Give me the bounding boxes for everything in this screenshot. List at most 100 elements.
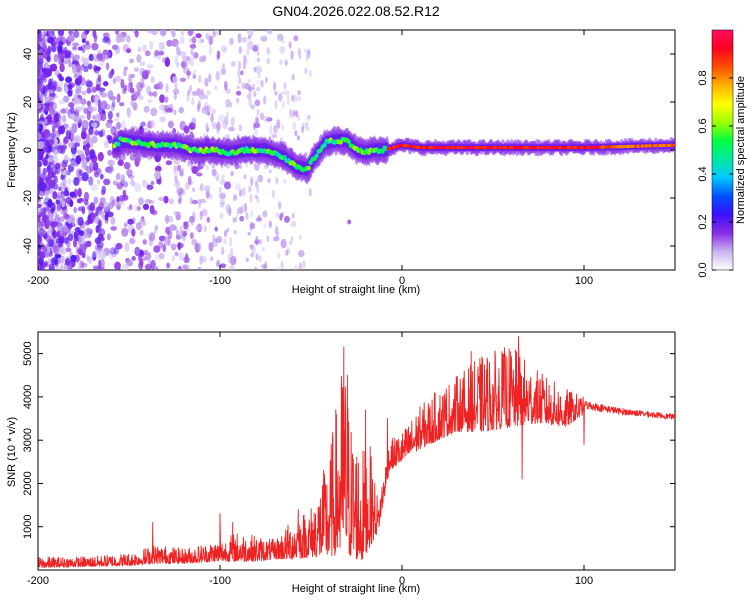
spectrogram-noise-cell — [62, 225, 68, 232]
colorbar-ticks: 0.0 0.2 0.4 0.6 0.8 — [697, 70, 733, 278]
spectrogram-noise-cell — [247, 35, 251, 40]
spectrogram-noise-cell — [73, 238, 78, 248]
spectrogram-noise-cell — [65, 95, 70, 101]
spectrogram-noise-cell — [62, 136, 67, 146]
spectrogram-noise-cell — [256, 87, 261, 92]
spectrogram-noise-cell — [48, 30, 53, 37]
spectrogram-noise-cell — [168, 198, 174, 205]
spectrogram-noise-cell — [80, 98, 87, 105]
spectrogram-noise-cell — [111, 103, 115, 112]
spectrogram-noise-cell — [116, 112, 120, 118]
spectrogram-noise-cell — [244, 82, 250, 90]
spectrogram-noise-cell — [286, 89, 290, 99]
spectrogram-noise-cell — [281, 39, 285, 44]
spectrogram-noise-cell — [307, 48, 311, 56]
spectrogram-noise-cell — [94, 130, 100, 136]
spectrogram-noise-cell — [192, 74, 197, 80]
spectrogram-noise-cell — [306, 114, 310, 122]
spectrogram-noise-cell — [225, 111, 229, 118]
spectrogram-noise-cell — [39, 182, 48, 190]
spectrogram-noise-cell — [95, 84, 101, 91]
spectrogram-noise-cell — [303, 48, 307, 53]
spectrogram-noise-cell — [100, 236, 105, 242]
spectrogram-noise-cell — [156, 179, 160, 184]
spectrogram-noise-cell — [212, 30, 216, 38]
spectrogram-noise-cell — [198, 92, 206, 100]
spectrogram-noise-cell — [38, 54, 42, 60]
spectrogram-noise-cell — [60, 108, 67, 114]
spectrogram-noise-cell — [248, 97, 252, 108]
spectrogram-noise-cell — [59, 255, 65, 264]
spectrogram-noise-cell — [65, 129, 70, 140]
spectrogram-noise-cell — [47, 36, 55, 44]
spectrogram-noise-cell — [67, 35, 75, 42]
spectrogram-noise-cell — [59, 30, 63, 34]
spectrogram-noise-cell — [158, 197, 165, 202]
spectrogram-noise-cell — [281, 124, 285, 130]
spectrogram-noise-cell — [115, 30, 120, 35]
spectrogram-noise-cell — [107, 49, 113, 59]
spectrogram-noise-cell — [254, 266, 258, 270]
spectrogram-noise-cell — [254, 99, 261, 107]
spectrogram-noise-cell — [130, 73, 135, 79]
spectrogram-noise-cell — [158, 41, 166, 52]
spectrogram-noise-cell — [263, 95, 267, 105]
spectrogram-noise-cell — [216, 176, 220, 182]
spectrogram-noise-cell — [38, 207, 43, 213]
spectrogram-noise-cell — [216, 54, 220, 61]
spectrogram-noise-cell — [247, 30, 254, 38]
spectrogram-noise-cell — [174, 226, 178, 231]
spectrogram-noise-cell — [62, 159, 69, 164]
spectrogram-noise-cell — [52, 152, 57, 159]
spectrogram-noise-cell — [171, 243, 176, 249]
spectrogram-noise-cell — [44, 96, 49, 103]
spectrogram-noise-cell — [254, 99, 261, 107]
snr-plot-area — [38, 335, 675, 569]
spectrogram-noise-cell — [247, 231, 251, 236]
snr-xtick-label: 0 — [399, 575, 405, 587]
spectrogram-ridge-core — [116, 141, 121, 147]
spectrogram-noise-cell — [306, 127, 310, 132]
spectrogram-noise-cell — [97, 74, 102, 82]
spectrogram-noise-cell — [108, 202, 114, 210]
spectrogram-noise-cell — [208, 35, 213, 46]
spectrogram-noise-cell — [154, 254, 162, 261]
spectrogram-noise-cell — [51, 125, 56, 134]
spectrogram-noise-cell — [97, 152, 104, 162]
spectrogram-noise-cell — [239, 215, 245, 222]
spectrogram-noise-cell — [237, 60, 242, 70]
spectrogram-noise-cell — [250, 252, 255, 258]
snr-ytick-label: 4000 — [22, 385, 34, 409]
spectrogram-noise-cell — [69, 113, 77, 120]
spectrogram-noise-cell — [57, 73, 62, 79]
spectrogram-noise-cell — [175, 42, 179, 49]
spectrogram-noise-cell — [116, 202, 121, 211]
spectrogram-noise-cell — [200, 38, 204, 44]
spectrogram-noise-cell — [70, 160, 78, 168]
spectrogram-noise-cell — [246, 48, 250, 56]
spectrogram-noise-cell — [284, 59, 288, 66]
spectrogram-noise-cell — [256, 44, 260, 49]
spectrogram-noise-cell — [105, 62, 110, 71]
spectrogram-noise-cell — [73, 231, 78, 240]
spectrogram-noise-cell — [250, 104, 256, 110]
spectrogram-noise-cell — [98, 60, 106, 67]
spectrogram-noise-cell — [140, 121, 146, 127]
spectrogram-noise-cell — [271, 190, 276, 198]
spectrogram-noise-cell — [69, 199, 74, 207]
spectrogram-noise-cell — [233, 194, 237, 202]
spectrogram-noise-cell — [173, 165, 178, 174]
spectrogram-noise-cell — [94, 113, 101, 122]
spectrogram-noise-cell — [77, 188, 82, 198]
spectrogram-noise-cell — [78, 248, 83, 256]
spectrogram-noise-cell — [38, 264, 41, 269]
spectrogram-noise-cell — [81, 262, 88, 268]
spectrogram-noise-cell — [64, 214, 70, 220]
spectrogram-noise-cell — [235, 211, 239, 219]
spectrogram-noise-cell — [73, 97, 81, 105]
spectrogram-noise-cell — [229, 102, 233, 109]
spectrogram-ytick-label: -20 — [22, 190, 34, 206]
spectrogram-noise-cell — [142, 203, 150, 210]
spectrogram-noise-cell — [174, 82, 178, 90]
